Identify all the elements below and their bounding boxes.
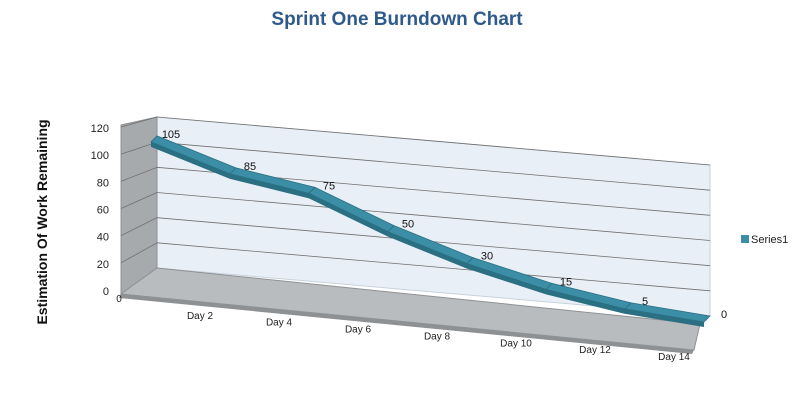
gridline	[156, 141, 711, 191]
gridline	[156, 242, 711, 292]
legend-swatch	[741, 235, 749, 243]
y-axis-label: Estimation Of Work Remaining	[34, 119, 50, 324]
series-segment-edge	[467, 263, 546, 295]
y-tick-label: 60	[97, 205, 109, 217]
data-label: 30	[481, 251, 493, 263]
y-tick-label: 120	[91, 123, 109, 135]
gridline-side	[120, 242, 158, 264]
x-tick-label: 0	[116, 294, 122, 305]
gridline	[156, 192, 711, 241]
data-label: 85	[244, 161, 256, 173]
x-axis-ticks: 0 Day 2 Day 4 Day 6 Day 8 Day 10 Day 12 Day 14	[116, 294, 690, 363]
data-label: 75	[323, 180, 335, 192]
y-axis-ticks: 0 20 40 60 80 100 120	[91, 123, 109, 298]
chart-title: Sprint One Burndown Chart	[271, 9, 523, 30]
legend-label-series1: Series1	[751, 234, 788, 246]
data-label: 105	[162, 129, 180, 141]
gridline	[156, 116, 711, 166]
x-tick-label: Day 2	[187, 311, 214, 322]
series-segment-edge	[151, 141, 230, 179]
gridlines	[120, 116, 711, 292]
data-label: 15	[560, 276, 572, 288]
x-tick-label: Day 8	[424, 331, 451, 342]
y-tick-label: 20	[97, 259, 109, 271]
series-segment-edge	[388, 231, 467, 269]
data-label: 5	[642, 296, 648, 308]
y-tick-label: 0	[103, 286, 109, 298]
x-tick-label: Day 14	[658, 352, 690, 363]
data-label: 0	[721, 309, 727, 321]
gridline-side	[120, 192, 158, 209]
x-tick-label: Day 10	[500, 338, 532, 349]
x-tick-label: Day 12	[579, 345, 611, 356]
series-ribbon	[150, 135, 711, 327]
data-label: 50	[402, 219, 414, 231]
floor-edge	[119, 294, 694, 354]
gridline-side	[120, 116, 158, 128]
series-segment-edge	[230, 173, 309, 199]
gridline-side	[120, 166, 158, 182]
x-tick-label: Day 4	[266, 318, 293, 329]
y-tick-label: 80	[97, 177, 109, 189]
y-tick-label: 100	[91, 150, 109, 162]
series-segment-edge	[309, 193, 388, 237]
legend: Series1	[741, 234, 788, 246]
y-tick-label: 40	[97, 232, 109, 244]
series-segment-edge	[546, 289, 625, 314]
gridline-side	[120, 217, 158, 237]
series-segment-edge	[625, 308, 704, 327]
x-tick-label: Day 6	[345, 325, 372, 336]
